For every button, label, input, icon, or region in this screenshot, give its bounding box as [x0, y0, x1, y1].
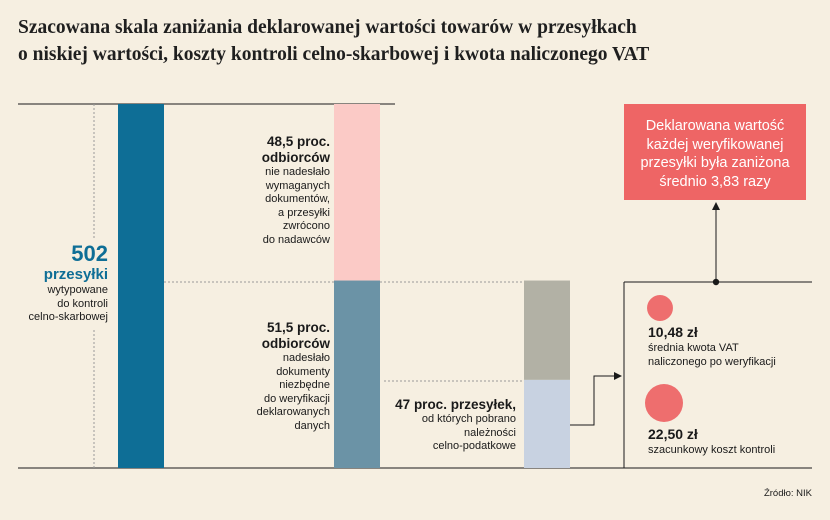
callout-line: przesyłki była zaniżona — [640, 155, 790, 171]
group-b-desc-line: do weryfikacji — [263, 392, 330, 405]
group-b-desc-line: nadesłało — [282, 352, 330, 364]
total-label: 502 przesyłki wytypowane do kontroli cel… — [8, 242, 108, 325]
group-b-desc-line: niezbędne — [279, 379, 330, 391]
bar-returned — [334, 104, 380, 281]
callout-line: każdej weryfikowanej — [646, 136, 784, 153]
callout-line: Deklarowana wartość — [645, 118, 785, 134]
group-b-label: 51,5 proc. odbiorców nadesłało dokumenty… — [200, 320, 330, 433]
title-line-2: o niskiej wartości, koszty kontroli celn… — [18, 44, 650, 65]
group-c-label: 47 proc. przesyłek, od których pobrano n… — [370, 397, 516, 454]
chart-title: Szacowana skala zaniżania deklarowanej w… — [18, 14, 818, 68]
group-b-desc-line: danych — [294, 419, 330, 432]
group-b-pct: 51,5 proc. — [266, 320, 330, 335]
total-number: 502 — [71, 241, 108, 266]
group-a-desc-line: do nadawców — [262, 233, 330, 246]
callout-box: Deklarowana wartość każdej weryfikowanej… — [624, 104, 806, 200]
group-a-desc-line: wymaganych — [265, 179, 330, 192]
total-desc-line: celno-skarbowej — [28, 311, 108, 323]
group-a-desc-line: a przesyłki — [278, 206, 330, 219]
group-a-desc-line: nie nadesłało — [265, 166, 330, 178]
group-c-desc-line: celno-podatkowe — [432, 440, 516, 452]
total-desc-line: do kontroli — [57, 297, 108, 310]
bar-charged — [524, 379, 570, 468]
group-a-pct: 48,5 proc. — [266, 134, 330, 149]
stat-vat: 10,48 zł średnia kwota VAT naliczonego p… — [648, 324, 818, 369]
group-a-title: odbiorców — [261, 150, 330, 165]
group-c-pct: 47 proc. przesyłek, — [395, 397, 516, 412]
stat-cost: 22,50 zł szacunkowy koszt kontroli — [648, 426, 818, 457]
total-desc-line: wytypowane — [47, 284, 108, 296]
bar-not-charged — [524, 280, 570, 380]
callout-line: średnio 3,83 razy — [659, 173, 771, 190]
stat-vat-desc-line: średnia kwota VAT — [648, 342, 739, 354]
connector-arrow — [548, 372, 622, 426]
group-b-desc-line: dokumenty — [276, 365, 330, 378]
group-b-desc-line: deklarowanych — [256, 406, 330, 418]
bar-total — [118, 104, 164, 468]
group-a-label: 48,5 proc. odbiorców nie nadesłało wymag… — [200, 134, 330, 247]
group-a-desc-line: dokumentów, — [265, 193, 330, 205]
stat-vat-value: 10,48 zł — [648, 324, 698, 340]
stat-cost-desc-line: szacunkowy koszt kontroli — [648, 444, 776, 456]
stat-vat-desc-line: naliczonego po weryfikacji — [648, 356, 776, 368]
group-a-desc-line: zwrócono — [282, 220, 330, 232]
stat-cost-value: 22,50 zł — [648, 426, 698, 442]
bar-documents — [334, 280, 380, 468]
callout-dot — [712, 278, 720, 286]
cost-bubble — [645, 384, 683, 422]
group-c-desc-line: należności — [464, 426, 516, 439]
group-b-title: odbiorców — [261, 336, 330, 351]
vat-bubble — [647, 295, 673, 321]
group-c-desc-line: od których pobrano — [421, 413, 516, 425]
total-unit: przesyłki — [43, 266, 108, 283]
title-line-1: Szacowana skala zaniżania deklarowanej w… — [18, 17, 637, 38]
source-note: Źródło: NIK — [763, 488, 812, 499]
